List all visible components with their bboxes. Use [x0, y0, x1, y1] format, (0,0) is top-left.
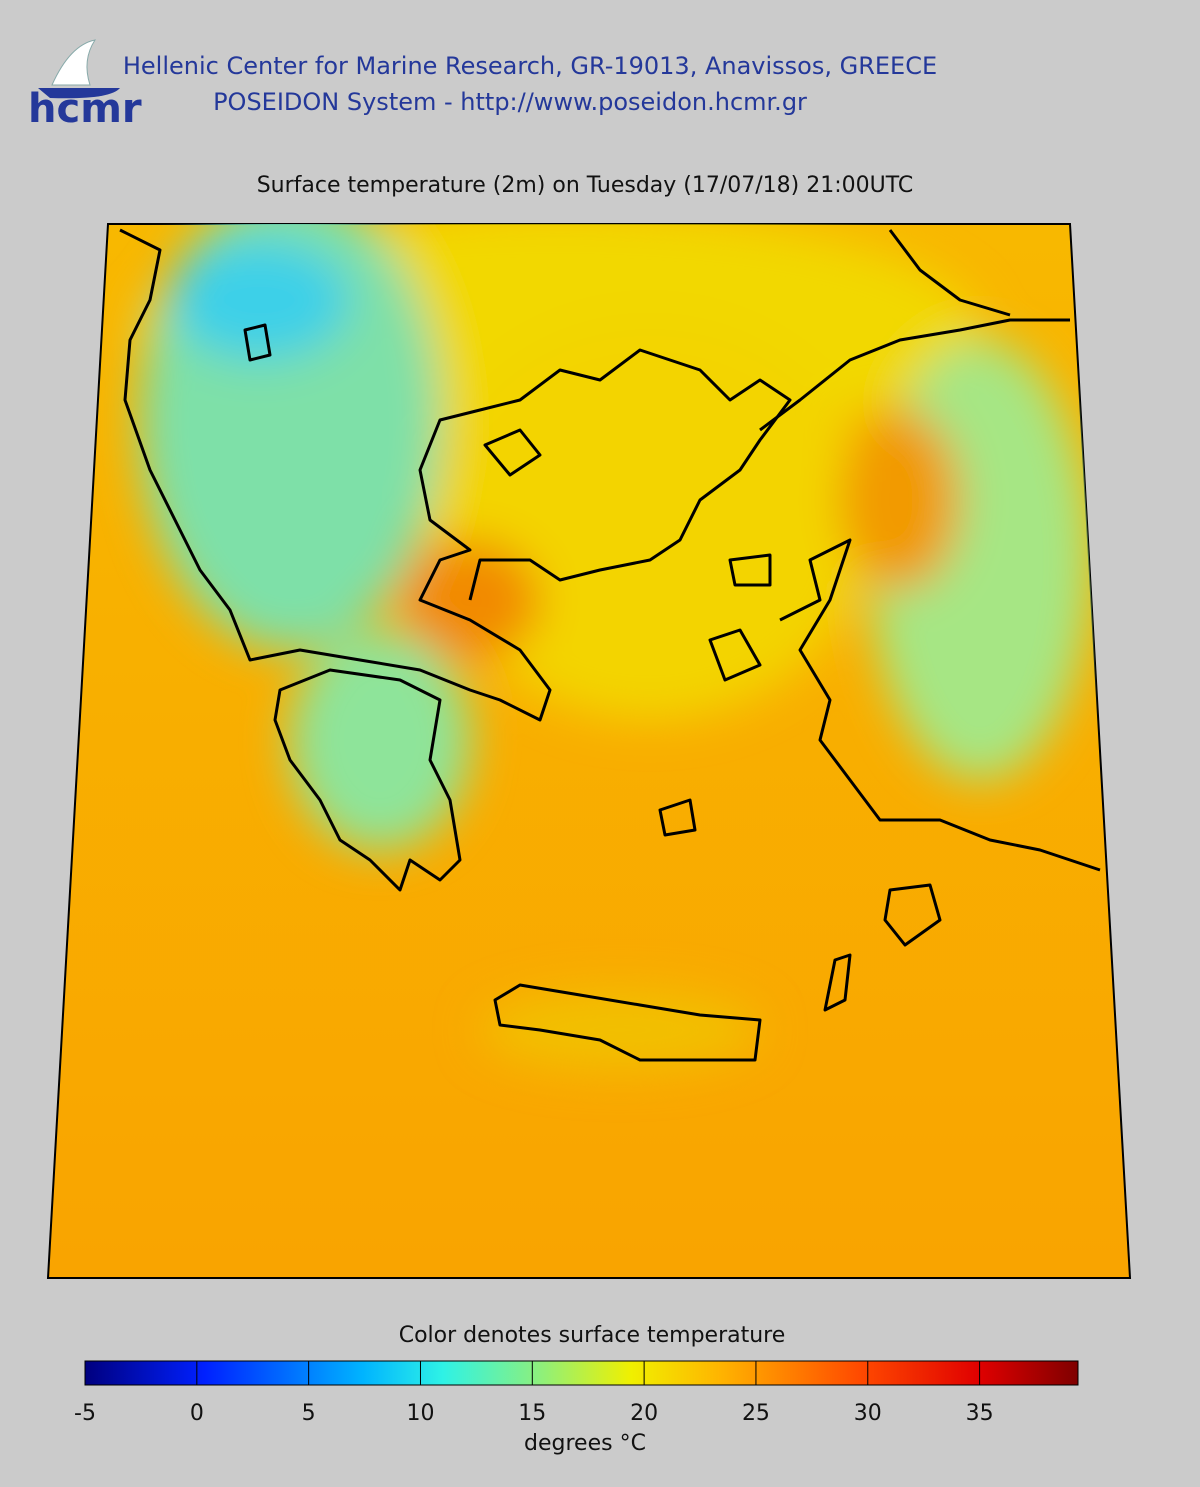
coastlines: [119, 228, 1101, 1062]
map-title: Surface temperature (2m) on Tuesday (17/…: [257, 173, 914, 198]
colorbar-tick-label: 10: [406, 1401, 434, 1426]
colorbar-scale: [84, 1360, 1079, 1386]
colorbar-tick-label: -5: [74, 1401, 96, 1426]
colorbar-tick-label: 35: [966, 1401, 994, 1426]
colorbar-tick-label: 0: [190, 1401, 204, 1426]
map: [46, 223, 1132, 1279]
colorbar-tick-label: 5: [302, 1401, 316, 1426]
colorbar: -5 0 5 10 15 20 25 30 35: [74, 1360, 1079, 1426]
colorbar-tick-label: 25: [742, 1401, 770, 1426]
colorbar-label: degrees °C: [524, 1431, 646, 1456]
system-line: POSEIDON System - http://www.poseidon.hc…: [213, 88, 807, 116]
logo-text: hcmr: [28, 86, 142, 132]
colorbar-tick-label: 30: [854, 1401, 882, 1426]
logo: hcmr: [28, 39, 142, 132]
temperature-field: [140, 224, 1090, 1070]
colorbar-title: Color denotes surface temperature: [399, 1323, 786, 1348]
colorbar-tick-label: 15: [518, 1401, 546, 1426]
org-line: Hellenic Center for Marine Research, GR-…: [123, 52, 937, 80]
colorbar-tick-label: 20: [630, 1401, 658, 1426]
